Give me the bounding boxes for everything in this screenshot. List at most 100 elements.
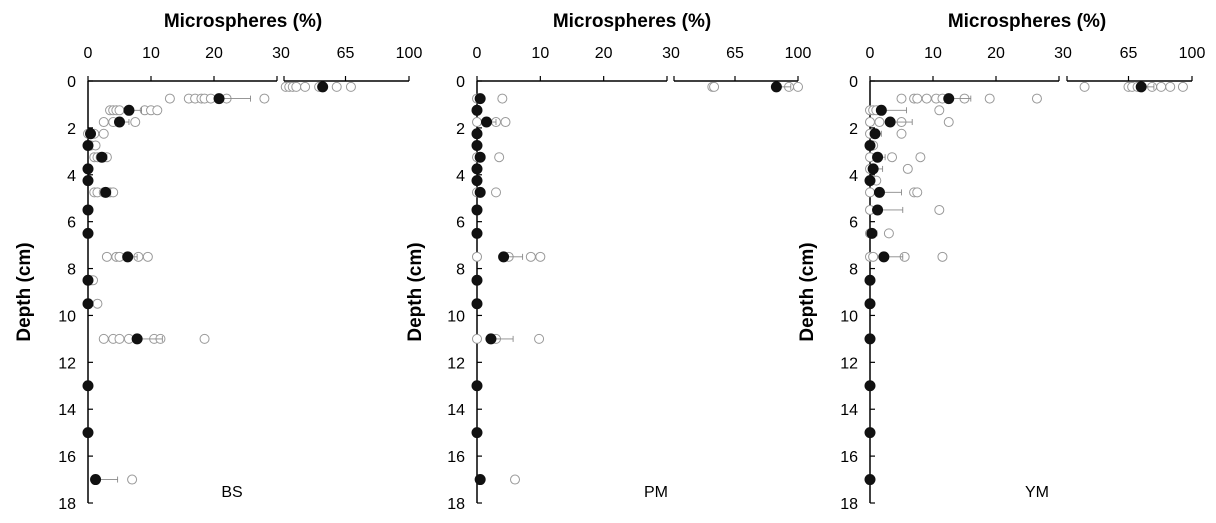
replicate-point xyxy=(491,187,501,198)
replicate-point xyxy=(152,105,163,116)
mean-point xyxy=(770,81,782,93)
y-tick-label: 12 xyxy=(447,355,465,372)
x-tick-label: 20 xyxy=(987,45,1005,62)
y-tick-label: 16 xyxy=(447,449,465,466)
replicate-point xyxy=(1165,81,1176,92)
mean-point xyxy=(114,116,125,128)
mean-point xyxy=(873,186,885,198)
mean-point xyxy=(122,251,134,263)
mean-point xyxy=(471,104,483,116)
x-tick-label: 10 xyxy=(142,45,160,62)
replicate-point xyxy=(868,251,879,262)
panel-label: BS xyxy=(221,484,242,501)
replicate-point xyxy=(937,251,948,262)
mean-point xyxy=(867,163,879,175)
y-tick-label: 8 xyxy=(849,262,858,279)
y-tick-label: 6 xyxy=(849,215,858,232)
mean-point xyxy=(85,128,97,140)
x-tick-label: 10 xyxy=(531,45,549,62)
replicate-point xyxy=(472,117,482,128)
replicate-point xyxy=(535,251,546,262)
x-tick-label: 30 xyxy=(272,45,290,62)
mean-point xyxy=(471,274,483,286)
replicate-point xyxy=(510,474,520,485)
mean-point xyxy=(471,298,483,310)
replicate-point xyxy=(896,128,907,139)
x-tick-label: 30 xyxy=(662,45,680,62)
mean-point xyxy=(471,139,483,151)
mean-point xyxy=(82,298,94,310)
replicate-point xyxy=(164,93,175,104)
y-tick-label: 4 xyxy=(456,168,465,185)
replicate-point xyxy=(98,117,109,128)
x-tick-label: 65 xyxy=(1120,45,1138,62)
replicate-point xyxy=(497,93,508,104)
replicate-point xyxy=(865,117,875,128)
replicate-point xyxy=(887,152,898,163)
replicate-point xyxy=(142,251,153,262)
y-tick-label: 4 xyxy=(67,168,76,185)
y-tick-label: 12 xyxy=(840,355,858,372)
y-axis-label: Depth (cm) xyxy=(405,242,426,341)
replicate-point xyxy=(896,93,907,104)
mean-point xyxy=(864,474,876,486)
mean-point xyxy=(82,427,94,439)
mean-point xyxy=(866,227,878,239)
mean-point xyxy=(471,204,483,216)
mean-point xyxy=(82,139,94,151)
replicate-point xyxy=(902,163,913,174)
mean-point xyxy=(864,298,876,310)
replicate-point xyxy=(1031,93,1042,104)
mean-point xyxy=(474,93,486,105)
mean-point xyxy=(498,251,510,263)
mean-point xyxy=(317,81,329,93)
x-tick-label: 100 xyxy=(785,45,812,62)
y-tick-label: 18 xyxy=(447,496,465,513)
mean-point xyxy=(82,380,94,392)
x-tick-label: 100 xyxy=(1179,45,1206,62)
mean-point xyxy=(943,93,955,105)
replicate-point xyxy=(934,105,945,116)
replicate-point xyxy=(130,117,141,128)
y-tick-label: 8 xyxy=(456,262,465,279)
y-axis-label: Depth (cm) xyxy=(14,242,35,341)
mean-point xyxy=(864,175,876,187)
replicate-point xyxy=(472,251,482,262)
x-tick-label: 30 xyxy=(1054,45,1072,62)
panel-label: YM xyxy=(1025,484,1049,501)
mean-point xyxy=(96,151,108,163)
replicate-point xyxy=(114,105,125,116)
replicate-point xyxy=(793,81,803,92)
mean-point xyxy=(471,380,483,392)
x-tick-label: 20 xyxy=(595,45,613,62)
mean-point xyxy=(864,333,876,345)
replicate-point xyxy=(525,251,536,262)
mean-point xyxy=(131,333,143,345)
mean-point xyxy=(471,128,483,140)
replicate-point xyxy=(1156,81,1167,92)
chart-title: Microspheres (%) xyxy=(164,11,322,32)
y-tick-label: 18 xyxy=(840,496,858,513)
replicate-point xyxy=(500,117,511,128)
replicate-point xyxy=(934,204,945,215)
y-tick-label: 6 xyxy=(67,215,76,232)
mean-point xyxy=(872,204,884,216)
mean-point xyxy=(864,427,876,439)
replicate-point xyxy=(921,93,932,104)
mean-point xyxy=(474,186,486,198)
replicate-point xyxy=(912,187,923,198)
mean-point xyxy=(82,204,94,216)
mean-point xyxy=(82,227,94,239)
y-tick-label: 8 xyxy=(67,262,76,279)
replicate-point xyxy=(92,298,103,309)
replicate-point xyxy=(114,333,125,344)
y-tick-label: 10 xyxy=(58,308,76,325)
replicate-point xyxy=(709,81,720,92)
mean-point xyxy=(471,227,483,239)
x-tick-label: 65 xyxy=(726,45,744,62)
mean-point xyxy=(82,163,94,175)
y-tick-label: 12 xyxy=(58,355,76,372)
y-tick-label: 2 xyxy=(67,121,76,138)
chart-title: Microspheres (%) xyxy=(553,11,711,32)
replicate-point xyxy=(534,333,545,344)
